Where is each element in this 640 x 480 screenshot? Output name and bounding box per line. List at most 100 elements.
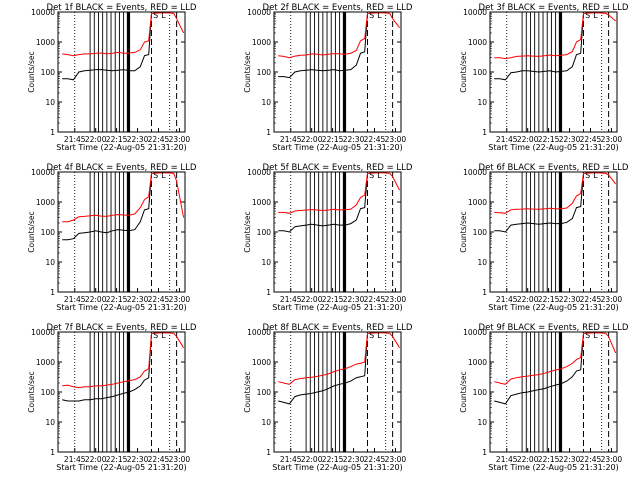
x-tick-label: 22:45 — [148, 295, 170, 304]
y-tick-label: 1 — [50, 448, 55, 457]
x-tick-label: 21:45 — [496, 455, 518, 464]
detector-panel-7: Det 7f BLACK = Events, RED = LLD 1 10 100 10… — [27, 323, 197, 472]
panel-title: Det 5f BLACK = Events, RED = LLD — [263, 163, 413, 173]
y-tick-label: 100 — [41, 228, 56, 237]
y-tick-label: 10000 — [31, 328, 55, 337]
x-tick-label: 23:00 — [385, 455, 407, 464]
x-axis-label: Start Time (22-Aug-05 21:31:20) — [488, 463, 619, 472]
lld-series-line — [278, 332, 401, 385]
y-tick-label: 10000 — [31, 8, 55, 17]
x-tick-label: 22:30 — [559, 295, 581, 304]
lld-series-line — [62, 332, 185, 389]
x-axis-label: Start Time (22-Aug-05 21:31:20) — [56, 463, 187, 472]
marker-text-s: S — [153, 331, 158, 340]
detector-panel-1: Det 1f BLACK = Events, RED = LLD 1 10 100 10… — [27, 3, 197, 152]
y-tick-label: 1000 — [36, 358, 55, 367]
x-tick-label: 22:30 — [343, 135, 365, 144]
x-tick-label: 23:00 — [169, 135, 191, 144]
x-tick-label: 23:00 — [169, 455, 191, 464]
y-tick-label: 1 — [266, 128, 271, 137]
y-tick-label: 10 — [477, 98, 487, 107]
x-tick-label: 22:45 — [148, 135, 170, 144]
x-tick-label: 22:15 — [322, 295, 344, 304]
plot-frame — [273, 171, 402, 293]
y-tick-label: 100 — [473, 228, 488, 237]
detector-panel-6: Det 6f BLACK = Events, RED = LLD 1 10 100 10… — [459, 163, 629, 312]
y-tick-label: 10 — [477, 418, 487, 427]
y-tick-label: 100 — [257, 68, 272, 77]
panel-title: Det 9f BLACK = Events, RED = LLD — [479, 323, 629, 333]
x-tick-label: 22:30 — [127, 135, 149, 144]
y-tick-label: 10000 — [247, 168, 271, 177]
x-tick-label: 22:00 — [301, 295, 323, 304]
detector-panel-4: Det 4f BLACK = Events, RED = LLD 1 10 100 10… — [27, 163, 197, 312]
events-series-line — [494, 13, 584, 81]
x-tick-label: 22:45 — [364, 295, 386, 304]
x-tick-label: 22:00 — [85, 295, 107, 304]
y-tick-label: 10000 — [247, 8, 271, 17]
x-tick-label: 22:30 — [559, 455, 581, 464]
marker-text-s: S — [585, 171, 590, 180]
x-tick-label: 23:00 — [385, 135, 407, 144]
events-series-line — [62, 173, 152, 241]
y-tick-label: 10000 — [31, 168, 55, 177]
x-axis-label: Start Time (22-Aug-05 21:31:20) — [56, 143, 187, 152]
y-tick-label: 1000 — [36, 38, 55, 47]
marker-text-s: S — [369, 171, 374, 180]
y-tick-label: 10000 — [247, 328, 271, 337]
events-series-line — [278, 333, 368, 405]
marker-text-l: L — [593, 171, 598, 180]
detector-panel-5: Det 5f BLACK = Events, RED = LLD 1 10 100 10… — [243, 163, 413, 312]
y-axis-label: Counts/sec — [243, 211, 252, 252]
x-tick-label: 22:15 — [538, 455, 560, 464]
x-tick-label: 22:45 — [148, 455, 170, 464]
y-axis-label: Counts/sec — [459, 51, 468, 92]
y-tick-label: 10 — [45, 418, 55, 427]
x-tick-label: 22:30 — [343, 295, 365, 304]
lld-series-line — [494, 332, 617, 385]
y-tick-label: 1000 — [468, 198, 487, 207]
x-tick-label: 23:00 — [601, 455, 623, 464]
x-tick-label: 22:30 — [343, 455, 365, 464]
plot-frame — [489, 331, 618, 453]
x-tick-label: 23:00 — [169, 295, 191, 304]
y-tick-label: 1000 — [252, 358, 271, 367]
lld-series-line — [278, 172, 401, 214]
x-axis-label: Start Time (22-Aug-05 21:31:20) — [56, 303, 187, 312]
y-tick-label: 10000 — [463, 328, 487, 337]
x-tick-label: 22:45 — [580, 455, 602, 464]
marker-text-s: S — [369, 11, 374, 20]
y-tick-label: 100 — [41, 68, 56, 77]
marker-text-s: S — [153, 171, 158, 180]
y-tick-label: 100 — [257, 228, 272, 237]
plot-frame — [57, 331, 186, 453]
y-axis-label: Counts/sec — [27, 211, 36, 252]
marker-text-l: L — [593, 331, 598, 340]
x-axis-label: Start Time (22-Aug-05 21:31:20) — [272, 143, 403, 152]
x-tick-label: 22:30 — [127, 455, 149, 464]
marker-text-l: L — [161, 331, 166, 340]
x-tick-label: 22:45 — [580, 295, 602, 304]
y-tick-label: 1 — [266, 288, 271, 297]
x-tick-label: 22:00 — [301, 455, 323, 464]
y-tick-label: 10 — [45, 258, 55, 267]
x-tick-label: 22:00 — [85, 135, 107, 144]
marker-text-l: L — [377, 331, 382, 340]
x-tick-label: 22:30 — [127, 295, 149, 304]
plot-frame — [57, 171, 186, 293]
panel-title: Det 8f BLACK = Events, RED = LLD — [263, 323, 413, 333]
x-tick-label: 21:45 — [496, 135, 518, 144]
detector-panel-3: Det 3f BLACK = Events, RED = LLD 1 10 100 10… — [459, 3, 629, 152]
lld-series-line — [62, 12, 185, 57]
x-tick-label: 22:00 — [85, 455, 107, 464]
detector-panel-9: Det 9f BLACK = Events, RED = LLD 1 10 100 10… — [459, 323, 629, 472]
y-axis-label: Counts/sec — [27, 51, 36, 92]
x-axis-label: Start Time (22-Aug-05 21:31:20) — [272, 463, 403, 472]
y-tick-label: 1000 — [36, 198, 55, 207]
x-tick-label: 22:15 — [106, 135, 128, 144]
x-tick-label: 22:00 — [517, 295, 539, 304]
y-axis-label: Counts/sec — [27, 371, 36, 412]
y-axis-label: Counts/sec — [459, 371, 468, 412]
x-tick-label: 22:15 — [322, 455, 344, 464]
